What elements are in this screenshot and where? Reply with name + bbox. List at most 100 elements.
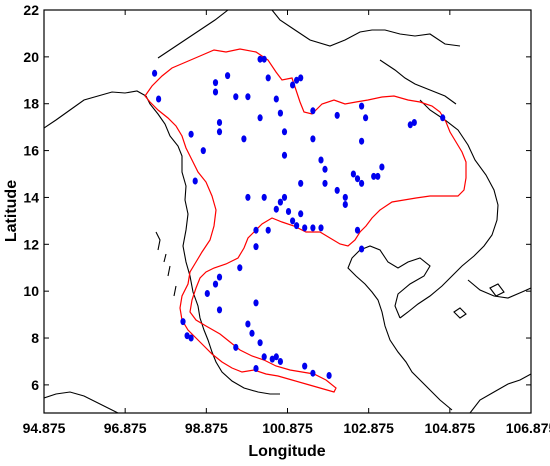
station-point (354, 226, 361, 234)
x-tick-label: 104.875 (425, 420, 476, 436)
y-tick-label: 6 (31, 377, 39, 393)
station-point (273, 95, 279, 103)
boundary-layer (144, 48, 467, 393)
station-points (152, 55, 446, 379)
station-point (277, 358, 283, 365)
station-point (249, 329, 255, 337)
x-tick-label: 100.875 (262, 420, 313, 436)
station-point (326, 372, 332, 379)
station-point (200, 147, 206, 155)
x-tick-label: 96.875 (104, 420, 147, 436)
country-boundary (144, 48, 467, 393)
x-tick-label: 102.875 (343, 420, 394, 436)
station-point (290, 81, 296, 89)
borneo-west (469, 373, 531, 413)
station-point (269, 355, 275, 363)
station-point (354, 175, 361, 183)
station-point (245, 93, 251, 101)
x-axis-ticks: 94.875 96.875 98.875 100.875 102.875 104.875 1… (23, 10, 550, 436)
station-point (285, 208, 292, 215)
station-point (225, 72, 231, 80)
station-point (302, 224, 308, 232)
station-point (310, 224, 316, 232)
station-point (359, 102, 365, 110)
station-point (253, 365, 259, 372)
y-tick-label: 20 (23, 49, 39, 65)
station-point (253, 243, 259, 251)
station-point (212, 280, 219, 288)
station-point (411, 119, 417, 126)
station-point (334, 111, 340, 119)
gulf-of-thailand-east (347, 249, 453, 411)
station-point (350, 170, 356, 178)
station-point (334, 186, 340, 194)
station-point (156, 95, 162, 103)
station-point (310, 369, 316, 377)
station-point (363, 114, 369, 122)
station-point (318, 224, 324, 232)
station-point (379, 163, 385, 171)
station-point (245, 193, 251, 201)
station-point (294, 222, 300, 230)
station-point (310, 107, 316, 115)
station-point (261, 193, 267, 201)
islands-andaman (155, 231, 177, 297)
station-point (322, 165, 328, 173)
station-point (298, 74, 304, 82)
y-tick-label: 22 (23, 2, 39, 18)
station-point (342, 201, 348, 208)
y-tick-label: 12 (23, 236, 39, 252)
coastline-bengal-west (44, 90, 147, 129)
station-point (359, 179, 365, 187)
station-point (440, 114, 446, 122)
station-point (318, 156, 324, 164)
vietnam-south (359, 245, 431, 319)
island-small-2 (453, 307, 467, 319)
station-point (265, 74, 271, 82)
station-point (245, 320, 251, 328)
station-point (302, 362, 308, 370)
station-point (359, 245, 365, 253)
x-axis-label: Longitude (248, 443, 325, 460)
y-tick-label: 8 (31, 330, 39, 346)
station-point (216, 306, 223, 314)
station-point (310, 135, 316, 143)
station-point (281, 128, 288, 136)
border-north-3 (379, 59, 457, 105)
station-point (241, 135, 247, 143)
station-point (342, 193, 348, 201)
station-point (184, 332, 190, 340)
y-axis-ticks: 6 8 10 12 14 16 18 20 22 (23, 2, 531, 393)
station-point (216, 273, 223, 281)
station-point (180, 318, 186, 326)
x-tick-label: 98.875 (185, 420, 228, 436)
coast-east-lower (467, 279, 531, 299)
station-point (233, 93, 239, 101)
station-point (257, 55, 263, 63)
station-point (204, 290, 210, 297)
station-point (212, 79, 219, 87)
border-north-1 (157, 10, 229, 59)
coastline-layer (44, 10, 531, 413)
station-point (281, 193, 288, 201)
station-point (294, 76, 300, 84)
station-point (237, 264, 243, 272)
y-axis-label: Latitude (3, 180, 20, 242)
island-small-1 (489, 283, 505, 297)
station-point (261, 55, 267, 63)
station-point (233, 343, 239, 351)
station-point (322, 179, 328, 187)
station-point (371, 172, 377, 180)
station-point (192, 177, 198, 185)
y-tick-label: 14 (23, 189, 39, 205)
sumatra-north (44, 391, 119, 413)
station-point (359, 137, 365, 145)
x-tick-label: 106.875 (506, 420, 550, 436)
station-point (188, 130, 194, 138)
station-point (298, 179, 304, 187)
y-tick-label: 10 (23, 283, 39, 299)
station-point (188, 334, 194, 342)
station-point (253, 299, 259, 307)
station-point (375, 172, 381, 180)
station-point (216, 128, 223, 136)
